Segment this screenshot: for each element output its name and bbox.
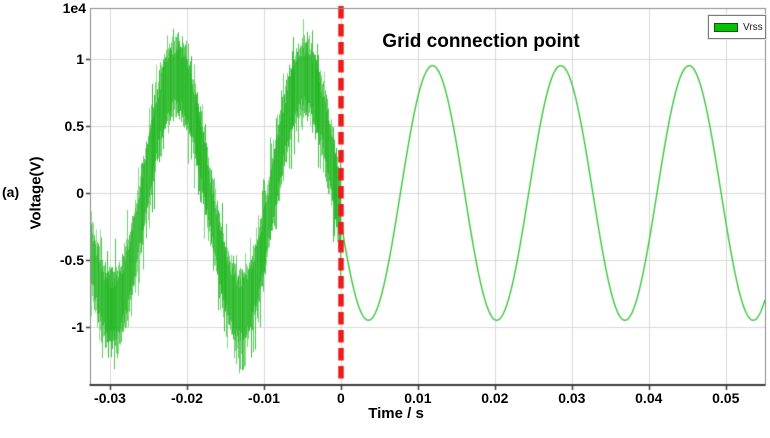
legend-series-label: Vrss [743,21,763,33]
x-tick-label: -0.03 [94,390,126,406]
panel-label: (a) [2,184,20,200]
x-tick-label: -0.02 [171,390,203,406]
x-tick-label: -0.01 [247,390,280,406]
y-tick-label: 1 [76,50,84,67]
x-tick-label: 0.01 [404,390,432,406]
legend-swatch-icon [714,22,738,32]
x-axis-label: Time / s [368,405,424,422]
legend: Vrss [708,15,766,39]
y-tick-label: -0.5 [59,251,84,268]
y-tick-label: 0 [76,184,84,201]
chart-title: Grid connection point [382,31,580,52]
y-tick-label: -1 [71,318,84,335]
y-tick-label: 0.5 [64,117,84,134]
x-tick-label: 0.05 [712,390,740,406]
x-tick-label: 0.03 [558,390,586,406]
x-tick-label: 0.02 [481,390,509,406]
x-tick-label: 0.04 [635,390,663,406]
y-axis-offset-label: 1e4 [62,0,86,16]
x-tick-label: 0 [337,390,345,406]
